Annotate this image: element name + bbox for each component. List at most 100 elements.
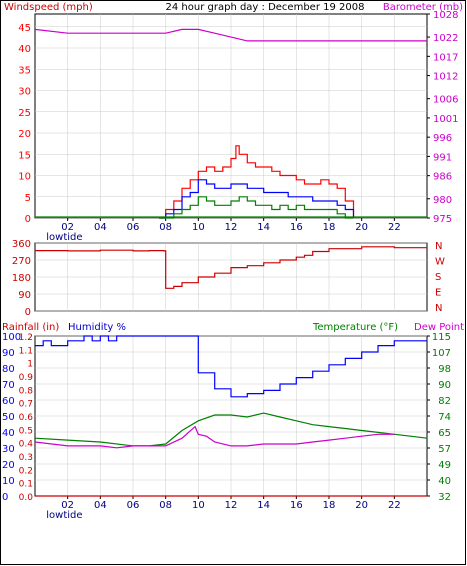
humidity-tick-label: 60 <box>2 396 15 407</box>
rainfall-tick-label: 0.2 <box>19 466 33 476</box>
x-tick-label: 14 <box>257 222 270 233</box>
x-tick-label: 08 <box>159 500 172 511</box>
barometer-axis-label: Barometer (mb) <box>383 2 463 13</box>
humidity-tick-label: 40 <box>2 428 15 439</box>
compass-label: S <box>435 272 441 283</box>
humidity-line <box>35 335 427 398</box>
humidity-tick-label: 90 <box>2 348 15 359</box>
humidity-tick-label: 20 <box>2 460 15 471</box>
rainfall-tick-label: 1 <box>27 360 33 370</box>
compass-label: W <box>435 257 445 268</box>
compass-label: E <box>435 288 441 299</box>
humidity-tick-label: 10 <box>2 476 15 487</box>
dew-point-line <box>34 425 395 449</box>
rainfall-axis-label: Rainfall (in) <box>2 322 59 333</box>
x-tick-label: 04 <box>94 222 107 233</box>
wind-tick-label: 30 <box>18 87 31 98</box>
x-tick-label: 04 <box>94 500 107 511</box>
barometer-tick-label: 980 <box>433 195 452 206</box>
barometer-line <box>34 28 427 42</box>
lowtide-label: lowtide <box>46 510 82 521</box>
temperature-tick-label: 32 <box>438 492 451 503</box>
direction-tick-label: 0 <box>25 307 31 318</box>
humidity-tick-label: 50 <box>2 412 15 423</box>
rainfall-tick-label: 0.7 <box>19 400 33 410</box>
x-tick-label: 18 <box>323 500 336 511</box>
rainfall-tick-label: 0.0 <box>19 493 34 503</box>
temperature-tick-label: 115 <box>432 332 451 343</box>
wind-low-line <box>159 196 354 219</box>
x-tick-label: 12 <box>225 500 238 511</box>
humidity-tick-label: 100 <box>2 332 21 343</box>
wind-tick-label: 15 <box>18 150 31 161</box>
humidity-tick-label: 70 <box>2 380 15 391</box>
wind-tick-label: 45 <box>18 23 31 34</box>
barometer-tick-label: 986 <box>433 172 452 183</box>
temperature-tick-label: 90 <box>438 380 451 391</box>
direction-tick-label: 360 <box>12 239 31 250</box>
rainfall-tick-label: 0.9 <box>19 373 34 383</box>
direction-tick-label: 90 <box>18 290 31 301</box>
humidity-tick-label: 30 <box>2 444 15 455</box>
temperature-tick-label: 98 <box>438 364 451 375</box>
x-tick-label: 06 <box>127 500 140 511</box>
wind-tick-label: 20 <box>18 129 31 140</box>
x-tick-label: 22 <box>388 222 401 233</box>
wind-peak-line <box>159 145 355 219</box>
wind-tick-label: 10 <box>18 172 31 183</box>
x-tick-label: 20 <box>355 222 368 233</box>
barometer-tick-label: 1001 <box>433 114 458 125</box>
rainfall-tick-label: 0.6 <box>19 413 34 423</box>
temperature-tick-label: 107 <box>432 348 451 359</box>
humidity-tick-label: 80 <box>2 364 15 375</box>
wind-avg-line <box>159 179 355 219</box>
rainfall-tick-label: 1.2 <box>19 333 33 343</box>
humidity-axis-label: Humidity % <box>68 322 126 333</box>
barometer-tick-label: 1028 <box>433 10 458 21</box>
temperature-tick-label: 57 <box>438 444 451 455</box>
x-tick-label: 18 <box>323 222 336 233</box>
temperature-axis-label: Temperature (°F) <box>312 322 398 333</box>
direction-tick-label: 180 <box>12 273 31 284</box>
barometer-tick-label: 1012 <box>433 72 458 83</box>
wind-tick-label: 25 <box>18 108 31 119</box>
windspeed-axis-label: Windspeed (mph) <box>4 2 93 13</box>
wind-direction-line <box>35 246 427 289</box>
dew-point-axis-label: Dew Point <box>414 322 464 333</box>
rainfall-tick-label: 0.8 <box>19 386 34 396</box>
lowtide-label: lowtide <box>46 232 82 243</box>
wind-tick-label: 0 <box>25 214 31 225</box>
x-tick-label: 16 <box>290 500 303 511</box>
wind-tick-label: 40 <box>18 44 31 55</box>
x-tick-label: 16 <box>290 222 303 233</box>
x-tick-label: 12 <box>225 222 238 233</box>
barometer-tick-label: 991 <box>433 152 452 163</box>
x-tick-label: 06 <box>127 222 140 233</box>
temperature-tick-label: 65 <box>438 428 451 439</box>
temperature-tick-label: 49 <box>438 460 451 471</box>
x-tick-label: 10 <box>192 222 205 233</box>
direction-tick-label: 270 <box>12 256 31 267</box>
rainfall-tick-label: 0.5 <box>19 426 33 436</box>
chart-title: 24 hour graph day : December 19 2008 <box>166 2 365 13</box>
x-tick-label: 08 <box>159 222 172 233</box>
x-tick-label: 02 <box>61 222 74 233</box>
wind-tick-label: 35 <box>18 65 31 76</box>
rainfall-tick-label: 0.4 <box>19 440 34 450</box>
wind-tick-label: 5 <box>25 193 31 204</box>
temperature-tick-label: 74 <box>438 412 451 423</box>
barometer-tick-label: 1017 <box>433 52 458 63</box>
x-tick-label: 02 <box>61 500 74 511</box>
barometer-tick-label: 1022 <box>433 33 458 44</box>
humidity-tick-label: 0 <box>2 492 8 503</box>
x-tick-label: 10 <box>192 500 205 511</box>
x-tick-label: 14 <box>257 500 270 511</box>
rainfall-tick-label: 0.1 <box>19 480 33 490</box>
barometer-tick-label: 1006 <box>433 95 458 106</box>
barometer-tick-label: 975 <box>433 214 452 225</box>
temperature-tick-label: 40 <box>438 476 451 487</box>
x-tick-label: 20 <box>355 500 368 511</box>
x-tick-label: 22 <box>388 500 401 511</box>
compass-label: N <box>435 303 442 314</box>
